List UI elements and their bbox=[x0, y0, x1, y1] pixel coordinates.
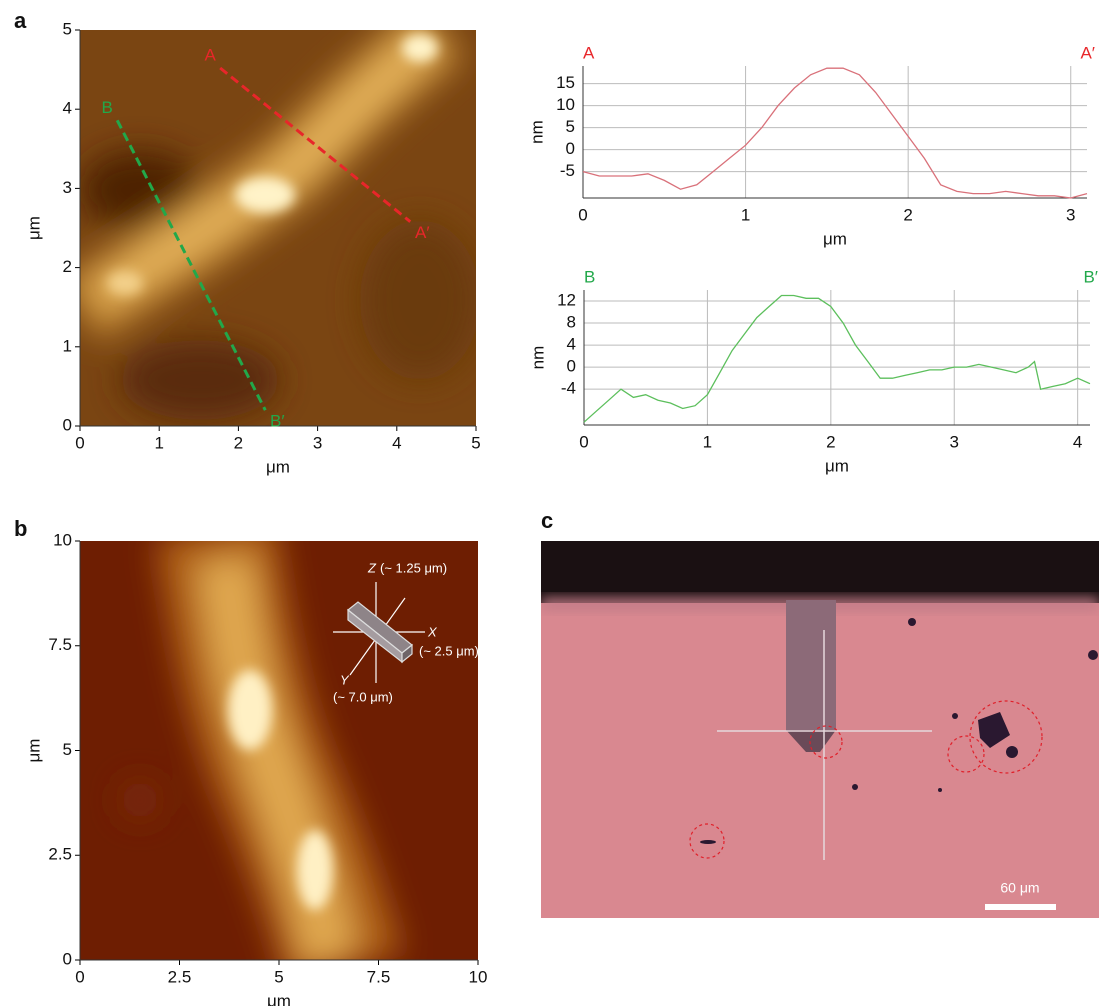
y-tick-label: 0 bbox=[567, 357, 576, 376]
y-tick-label: 2.5 bbox=[48, 845, 72, 864]
x-tick-label: 0 bbox=[75, 433, 84, 452]
inset-size: (~ 7.0 μm) bbox=[333, 689, 393, 704]
inset-axis: Y bbox=[340, 672, 350, 687]
y-tick-label: 0 bbox=[63, 415, 72, 434]
inset-size: (~ 2.5 μm) bbox=[419, 643, 479, 658]
y-axis-label: μm bbox=[24, 216, 43, 240]
x-tick-label: 7.5 bbox=[367, 967, 391, 986]
x-tick-label: 4 bbox=[1073, 432, 1082, 451]
y-tick-label: 3 bbox=[63, 178, 72, 197]
y-tick-label: 10 bbox=[53, 530, 72, 549]
y-tick-label: 15 bbox=[556, 73, 575, 92]
panel-label: b bbox=[14, 516, 27, 541]
y-tick-label: 5 bbox=[566, 117, 575, 136]
y-tick-label: 10 bbox=[556, 95, 575, 114]
y-tick-label: -5 bbox=[560, 161, 575, 180]
y-tick-label: 0 bbox=[566, 139, 575, 158]
y-tick-label: 5 bbox=[63, 740, 72, 759]
x-tick-label: 3 bbox=[950, 432, 959, 451]
y-tick-label: 8 bbox=[567, 313, 576, 332]
x-tick-label: 2 bbox=[826, 432, 835, 451]
profile-start-label: B bbox=[584, 267, 595, 286]
x-tick-label: 1 bbox=[154, 433, 163, 452]
y-tick-label: 2 bbox=[63, 257, 72, 276]
x-axis-label: μm bbox=[267, 991, 291, 1006]
x-axis-label: μm bbox=[825, 456, 849, 475]
y-tick-label: 5 bbox=[63, 19, 72, 38]
scale-bar-label: 60 μm bbox=[1000, 880, 1039, 896]
x-tick-label: 1 bbox=[703, 432, 712, 451]
x-tick-label: 1 bbox=[741, 205, 750, 224]
profile-start-label: A bbox=[583, 43, 595, 62]
inset-size: (~ 1.25 μm) bbox=[380, 560, 447, 575]
y-tick-label: 4 bbox=[63, 99, 72, 118]
afm-image-b bbox=[80, 530, 478, 970]
y-axis-label: μm bbox=[24, 739, 43, 763]
x-tick-label: 0 bbox=[75, 967, 84, 986]
figure: a012345012345μmμmAA′BB′-50510150123μmnmA… bbox=[0, 0, 1099, 1006]
x-tick-label: 2 bbox=[234, 433, 243, 452]
y-tick-label: 12 bbox=[557, 291, 576, 310]
profile-end-label: B′ bbox=[1083, 267, 1098, 286]
profile-line bbox=[584, 296, 1090, 423]
x-tick-label: 5 bbox=[471, 433, 480, 452]
y-tick-label: 7.5 bbox=[48, 635, 72, 654]
y-tick-label: 1 bbox=[63, 336, 72, 355]
y-tick-label: -4 bbox=[561, 379, 576, 398]
x-axis-label: μm bbox=[266, 457, 290, 476]
section-end-label: B′ bbox=[270, 412, 285, 431]
y-tick-label: 4 bbox=[567, 335, 576, 354]
inset-axis: X bbox=[427, 624, 438, 639]
x-tick-label: 0 bbox=[578, 205, 587, 224]
x-tick-label: 2.5 bbox=[168, 967, 192, 986]
optical-image-c bbox=[541, 541, 1099, 918]
inset-axis: Z bbox=[367, 560, 377, 575]
x-tick-label: 4 bbox=[392, 433, 401, 452]
y-tick-label: 0 bbox=[63, 949, 72, 968]
x-tick-label: 5 bbox=[274, 967, 283, 986]
y-axis-label: nm bbox=[528, 346, 547, 370]
profile-line bbox=[583, 68, 1087, 198]
x-tick-label: 3 bbox=[313, 433, 322, 452]
panel-label: a bbox=[14, 8, 27, 33]
section-start-label: B bbox=[102, 98, 113, 117]
section-start-label: A bbox=[205, 46, 217, 65]
x-tick-label: 0 bbox=[579, 432, 588, 451]
x-tick-label: 2 bbox=[903, 205, 912, 224]
panel-label: c bbox=[541, 508, 553, 533]
x-tick-label: 3 bbox=[1066, 205, 1075, 224]
y-axis-label: nm bbox=[527, 120, 546, 144]
x-axis-label: μm bbox=[823, 229, 847, 248]
x-tick-label: 10 bbox=[469, 967, 488, 986]
section-end-label: A′ bbox=[415, 223, 430, 242]
profile-end-label: A′ bbox=[1080, 43, 1095, 62]
